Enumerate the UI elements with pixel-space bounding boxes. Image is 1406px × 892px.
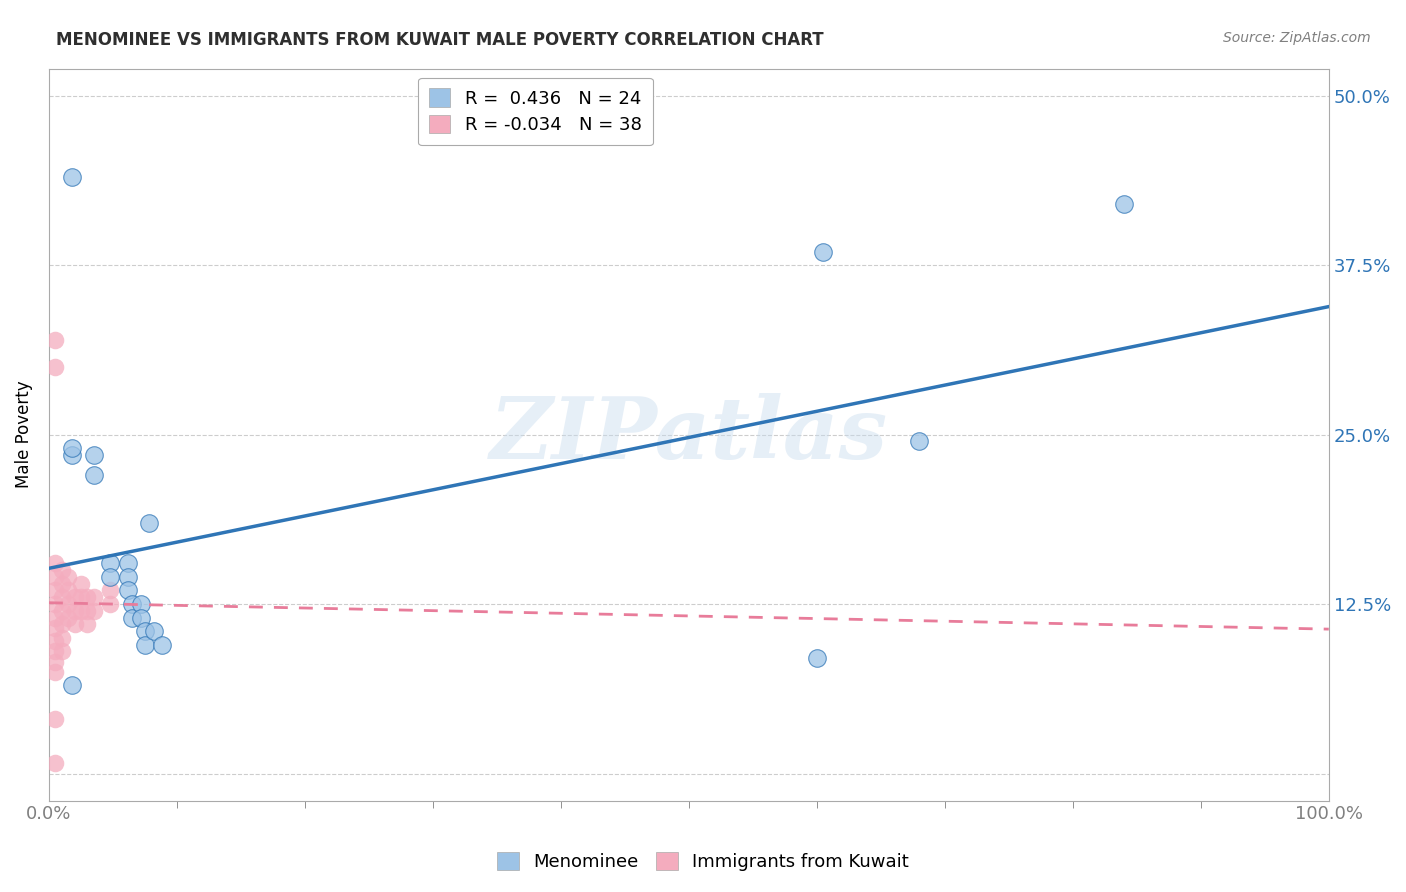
Point	[56, 583, 79, 598]
Point	[134, 624, 156, 639]
Point	[83, 468, 105, 483]
Point	[142, 624, 165, 639]
Point	[150, 638, 173, 652]
Point	[117, 557, 139, 571]
Point	[70, 576, 93, 591]
Point	[44, 359, 66, 374]
Point	[44, 597, 66, 611]
Point	[56, 570, 79, 584]
Point	[121, 610, 143, 624]
Point	[44, 583, 66, 598]
Point	[63, 604, 86, 618]
Point	[83, 604, 105, 618]
Point	[60, 441, 83, 455]
Point	[117, 570, 139, 584]
Point	[70, 591, 93, 605]
Point	[44, 622, 66, 636]
Point	[51, 631, 73, 645]
Point	[44, 656, 66, 670]
Point	[56, 610, 79, 624]
Text: ZIPatlas: ZIPatlas	[489, 392, 889, 476]
Point	[908, 434, 931, 449]
Point	[60, 169, 83, 184]
Point	[100, 583, 122, 598]
Point	[44, 665, 66, 679]
Y-axis label: Male Poverty: Male Poverty	[15, 381, 32, 489]
Point	[44, 756, 66, 770]
Point	[44, 333, 66, 347]
Point	[51, 644, 73, 658]
Point	[51, 604, 73, 618]
Point	[51, 576, 73, 591]
Point	[83, 591, 105, 605]
Legend: R =  0.436   N = 24, R = -0.034   N = 38: R = 0.436 N = 24, R = -0.034 N = 38	[418, 78, 652, 145]
Point	[60, 678, 83, 692]
Point	[44, 712, 66, 726]
Point	[83, 448, 105, 462]
Point	[100, 570, 122, 584]
Point	[138, 516, 160, 530]
Point	[813, 244, 835, 259]
Point	[129, 597, 152, 611]
Point	[117, 583, 139, 598]
Point	[70, 604, 93, 618]
Point	[44, 557, 66, 571]
Point	[129, 610, 152, 624]
Point	[63, 617, 86, 632]
Point	[100, 597, 122, 611]
Point	[44, 633, 66, 648]
Point	[60, 448, 83, 462]
Point	[44, 644, 66, 658]
Point	[806, 651, 828, 665]
Legend: Menominee, Immigrants from Kuwait: Menominee, Immigrants from Kuwait	[489, 845, 917, 879]
Point	[134, 638, 156, 652]
Point	[51, 563, 73, 577]
Point	[51, 617, 73, 632]
Point	[121, 597, 143, 611]
Text: Source: ZipAtlas.com: Source: ZipAtlas.com	[1223, 31, 1371, 45]
Point	[100, 557, 122, 571]
Point	[51, 591, 73, 605]
Point	[1112, 197, 1135, 211]
Point	[76, 617, 98, 632]
Point	[76, 604, 98, 618]
Point	[44, 610, 66, 624]
Point	[56, 597, 79, 611]
Text: MENOMINEE VS IMMIGRANTS FROM KUWAIT MALE POVERTY CORRELATION CHART: MENOMINEE VS IMMIGRANTS FROM KUWAIT MALE…	[56, 31, 824, 49]
Point	[63, 591, 86, 605]
Point	[76, 591, 98, 605]
Point	[44, 570, 66, 584]
